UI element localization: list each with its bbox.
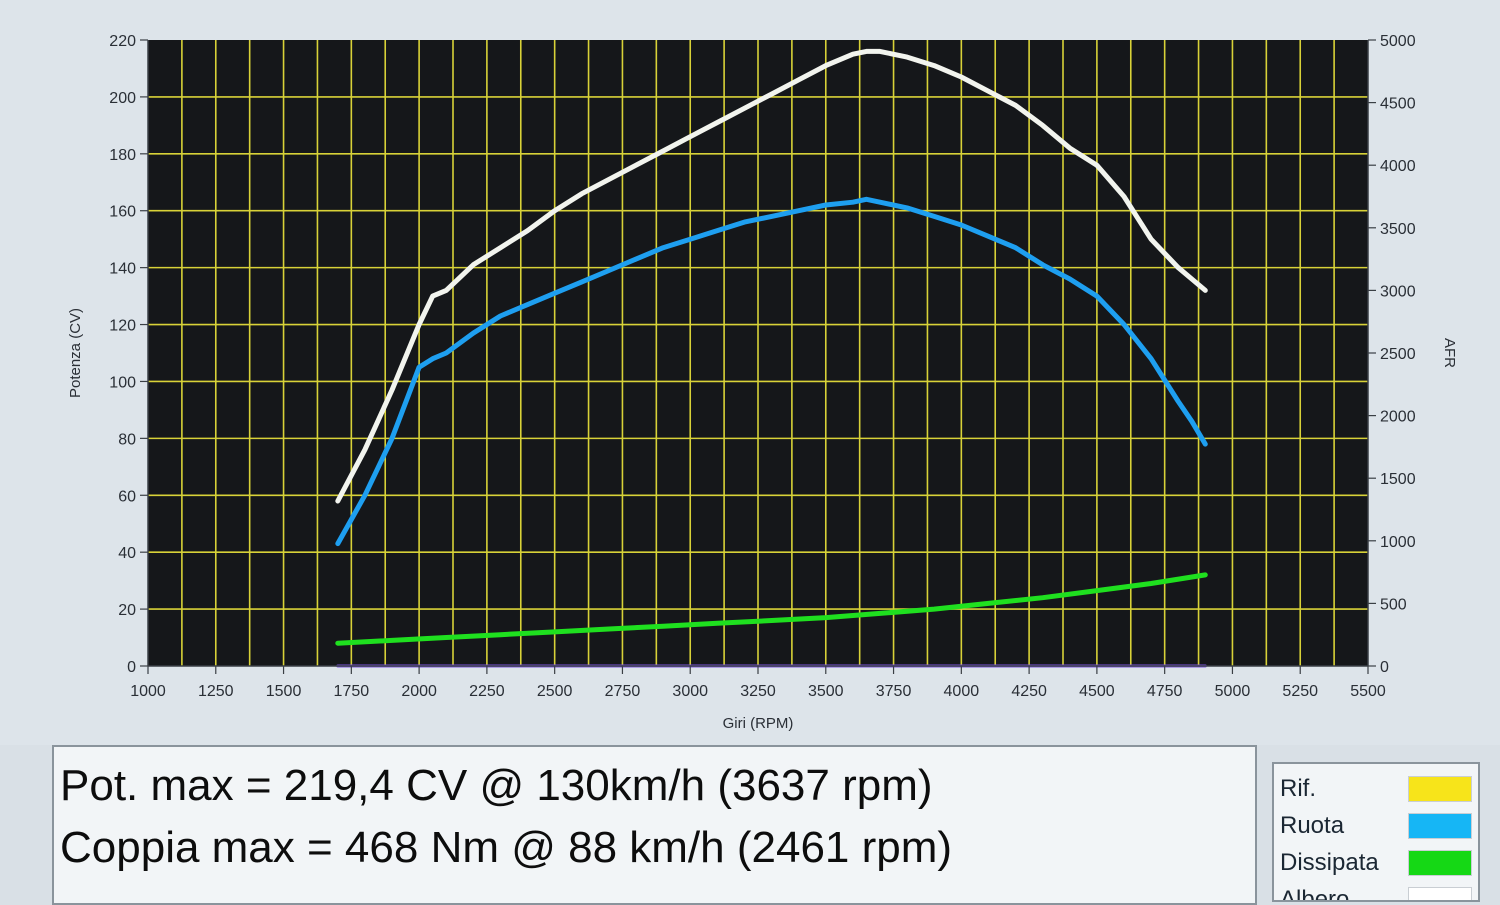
x-tick-label: 5250	[1282, 683, 1318, 700]
max-torque-text: Coppia max = 468 Nm @ 88 km/h (2461 rpm)	[60, 823, 953, 872]
y-tick-label: 60	[118, 488, 136, 505]
x-tick-label: 1000	[130, 683, 166, 700]
y2-tick-label: 2000	[1380, 409, 1416, 426]
axes: 0 20 40 60 80 100 120 140 160 180 200 220 0 500 1000 15…	[109, 33, 1415, 700]
legend-item-ruota[interactable]: Ruota	[1280, 807, 1472, 844]
x-tick-label: 5000	[1215, 683, 1251, 700]
x-tick-label: 1500	[266, 683, 302, 700]
y2-tick-label: 500	[1380, 596, 1407, 613]
legend-label: Ruota	[1280, 811, 1345, 839]
legend-swatch-albero	[1408, 886, 1472, 900]
legend-swatch-dissipata	[1408, 849, 1472, 876]
series-line-albero	[335, 48, 1208, 504]
y-tick-label: 160	[109, 204, 136, 221]
y-tick-label: 140	[109, 261, 136, 278]
legend: Rif. Ruota Dissipata Albero	[1272, 762, 1480, 902]
y-tick-label: 220	[109, 33, 136, 50]
x-tick-label: 1750	[334, 683, 370, 700]
max-power-text: Pot. max = 219,4 CV @ 130km/h (3637 rpm)	[60, 761, 933, 810]
y-tick-label: 80	[118, 431, 136, 448]
legend-swatch-rif	[1408, 775, 1472, 802]
y2-tick-label: 4000	[1380, 158, 1416, 175]
x-tick-label: 5500	[1350, 683, 1386, 700]
y-tick-label: 0	[127, 659, 136, 676]
x-tick-label: 3000	[672, 683, 708, 700]
x-tick-label: 2000	[401, 683, 437, 700]
legend-swatch-ruota	[1408, 812, 1472, 839]
series-line-ruota	[335, 196, 1208, 547]
y2-tick-label: 3500	[1380, 221, 1416, 238]
y-tick-label: 120	[109, 318, 136, 335]
x-tick-label: 4500	[1079, 683, 1115, 700]
grid	[148, 40, 1368, 666]
y-tick-label: 40	[118, 545, 136, 562]
x-tick-label: 4750	[1147, 683, 1183, 700]
y2-tick-label: 1500	[1380, 471, 1416, 488]
y-tick-label: 100	[109, 374, 136, 391]
x-axis-title: Giri (RPM)	[723, 715, 794, 732]
legend-item-dissipata[interactable]: Dissipata	[1280, 844, 1472, 881]
series-line-dissipata	[335, 572, 1208, 646]
dyno-chart-svg: 0 20 40 60 80 100 120 140 160 180 200 220 0 500 1000 15…	[67, 33, 1458, 732]
y-tick-label: 180	[109, 147, 136, 164]
y2-tick-label: 4500	[1380, 96, 1416, 113]
y2-tick-label: 0	[1380, 659, 1389, 676]
x-tick-label: 3500	[808, 683, 844, 700]
y-axis-title: Potenza (CV)	[67, 308, 84, 398]
x-tick-label: 4250	[1011, 683, 1047, 700]
y2-axis-title: AFR	[1441, 338, 1458, 368]
y2-tick-label: 2500	[1380, 346, 1416, 363]
x-tick-label: 2250	[469, 683, 505, 700]
x-tick-label: 2750	[605, 683, 641, 700]
legend-label: Albero	[1280, 885, 1350, 902]
x-tick-label: 3750	[876, 683, 912, 700]
y2-tick-label: 5000	[1380, 33, 1416, 50]
legend-label: Rif.	[1280, 774, 1316, 802]
y2-tick-label: 1000	[1380, 534, 1416, 551]
max-values-box: Pot. max = 219,4 CV @ 130km/h (3637 rpm)…	[52, 745, 1257, 905]
dyno-chart: 0 20 40 60 80 100 120 140 160 180 200 220 0 500 1000 15…	[67, 33, 1458, 732]
x-tick-label: 3250	[740, 683, 776, 700]
y-tick-label: 20	[118, 602, 136, 619]
x-tick-label: 1250	[198, 683, 234, 700]
y2-tick-label: 3000	[1380, 283, 1416, 300]
legend-label: Dissipata	[1280, 848, 1379, 876]
x-tick-label: 2500	[537, 683, 573, 700]
y-tick-label: 200	[109, 90, 136, 107]
x-tick-label: 4000	[944, 683, 980, 700]
legend-item-rif[interactable]: Rif.	[1280, 770, 1472, 807]
legend-item-albero[interactable]: Albero	[1280, 881, 1472, 902]
